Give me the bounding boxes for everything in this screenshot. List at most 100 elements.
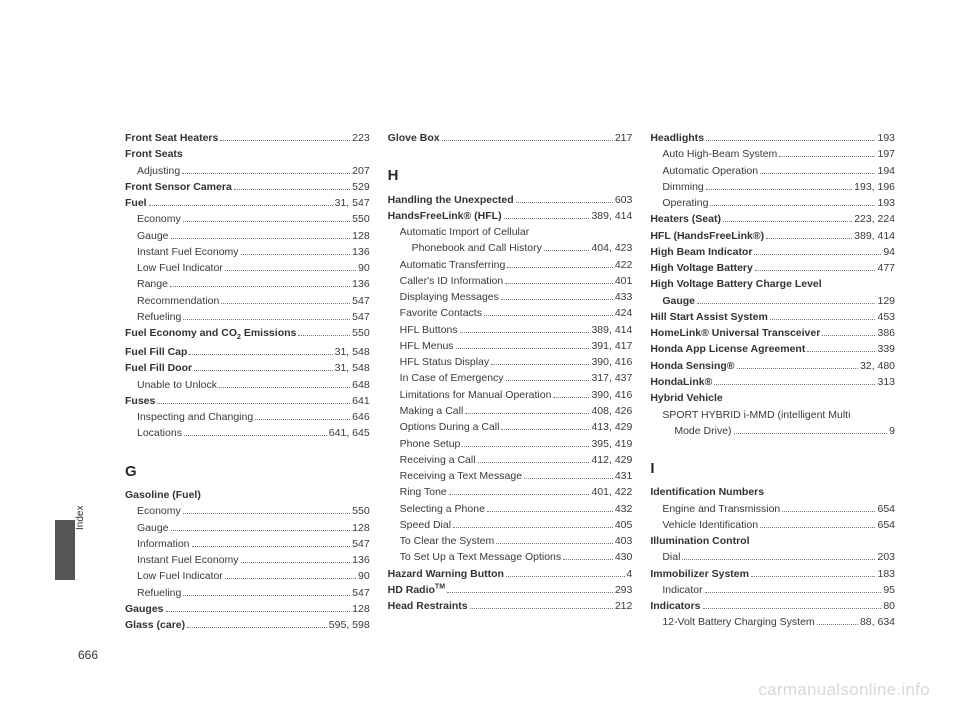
index-entry: Gauge 129	[650, 293, 895, 309]
index-entry: Auto High-Beam System 197	[650, 146, 895, 162]
entry-label: Auto High-Beam System	[662, 146, 777, 162]
index-entry: Making a Call 408, 426	[388, 403, 633, 419]
leader-dots	[703, 608, 882, 609]
entry-page: 183	[877, 566, 895, 582]
entry-label: Hill Start Assist System	[650, 309, 768, 325]
leader-dots	[462, 446, 589, 447]
entry-page: 203	[877, 549, 895, 565]
entry-page: 547	[352, 536, 370, 552]
column-1: Front Seat Heaters 223Front SeatsAdjusti…	[125, 130, 370, 633]
index-entry: HD RadioTM 293	[388, 582, 633, 598]
leader-dots	[766, 238, 852, 239]
index-entry: Receiving a Call 412, 429	[388, 452, 633, 468]
entry-label: Glass (care)	[125, 617, 185, 633]
leader-dots	[544, 250, 590, 251]
entry-label: 12-Volt Battery Charging System	[662, 614, 814, 630]
entry-label: Ring Tone	[400, 484, 447, 500]
entry-page: 389, 414	[591, 208, 632, 224]
entry-label: HomeLink® Universal Transceiver	[650, 325, 820, 341]
section-heading: H	[388, 164, 633, 187]
entry-page: 128	[352, 228, 370, 244]
index-entry: Gauge 128	[125, 520, 370, 536]
leader-dots	[710, 205, 875, 206]
entry-page: 223, 224	[854, 211, 895, 227]
index-entry: Ring Tone 401, 422	[388, 484, 633, 500]
index-entry: Engine and Transmission 654	[650, 501, 895, 517]
entry-page: 547	[352, 293, 370, 309]
entry-label: Gasoline (Fuel)	[125, 487, 201, 503]
leader-dots	[298, 335, 350, 336]
index-entry: HondaLink® 313	[650, 374, 895, 390]
entry-label: Refueling	[137, 585, 181, 601]
entry-label: Hazard Warning Button	[388, 566, 504, 582]
index-entry: Hybrid Vehicle	[650, 390, 895, 406]
entry-label: Phone Setup	[400, 436, 461, 452]
column-2: Glove Box 217 H Handling the Unexpected 60…	[388, 130, 633, 633]
entry-label: Fuel Economy and CO2 Emissions	[125, 325, 296, 344]
entry-page: 550	[352, 503, 370, 519]
entry-page: 391, 417	[591, 338, 632, 354]
entry-page: 128	[352, 601, 370, 617]
entry-label: HFL (HandsFreeLink®)	[650, 228, 764, 244]
entry-page: 80	[883, 598, 895, 614]
leader-dots	[501, 299, 613, 300]
entry-page: 193	[877, 130, 895, 146]
entry-page: 395, 419	[591, 436, 632, 452]
index-entry: Economy 550	[125, 503, 370, 519]
entry-page: 193, 196	[854, 179, 895, 195]
leader-dots	[807, 351, 875, 352]
entry-page: 431	[615, 468, 633, 484]
entry-label: Instant Fuel Economy	[137, 552, 239, 568]
leader-dots	[225, 578, 356, 579]
index-entry: 12-Volt Battery Charging System 88, 634	[650, 614, 895, 630]
leader-dots	[506, 576, 625, 577]
entry-label: Heaters (Seat)	[650, 211, 721, 227]
index-entry: Low Fuel Indicator 90	[125, 568, 370, 584]
entry-page: 313	[877, 374, 895, 390]
entry-label: Front Seats	[125, 146, 183, 162]
leader-dots	[705, 592, 882, 593]
entry-label: Glove Box	[388, 130, 440, 146]
index-entry: Glove Box 217	[388, 130, 633, 146]
index-entry: Hazard Warning Button 4	[388, 566, 633, 582]
index-entry: Fuses 641	[125, 393, 370, 409]
leader-dots	[194, 370, 333, 371]
entry-label: HFL Menus	[400, 338, 454, 354]
leader-dots	[706, 189, 852, 190]
entry-page: 401, 422	[591, 484, 632, 500]
index-entry: Options During a Call 413, 429	[388, 419, 633, 435]
entry-label: Front Sensor Camera	[125, 179, 232, 195]
entry-label: Receiving a Call	[400, 452, 476, 468]
entry-page: 389, 414	[854, 228, 895, 244]
section-heading: G	[125, 460, 370, 483]
entry-label: To Set Up a Text Message Options	[400, 549, 561, 565]
entry-page: 88, 634	[860, 614, 895, 630]
entry-page: 641, 645	[329, 425, 370, 441]
entry-page: 128	[352, 520, 370, 536]
leader-dots	[779, 156, 875, 157]
index-entry: Honda App License Agreement 339	[650, 341, 895, 357]
index-entry: Glass (care) 595, 598	[125, 617, 370, 633]
index-entry: Heaters (Seat) 223, 224	[650, 211, 895, 227]
index-entry: Handling the Unexpected 603	[388, 192, 633, 208]
entry-label: Speed Dial	[400, 517, 451, 533]
entry-page: 223	[352, 130, 370, 146]
index-entry: HFL Status Display 390, 416	[388, 354, 633, 370]
leader-dots	[478, 462, 590, 463]
entry-page: 433	[615, 289, 633, 305]
entry-page: 194	[877, 163, 895, 179]
leader-dots	[516, 202, 613, 203]
entry-label: Honda Sensing®	[650, 358, 734, 374]
index-entry: In Case of Emergency 317, 437	[388, 370, 633, 386]
entry-label: Making a Call	[400, 403, 464, 419]
entry-label: SPORT HYBRID i-MMD (intelligent Multi	[662, 407, 850, 423]
entry-label: Selecting a Phone	[400, 501, 485, 517]
index-entry: Headlights 193	[650, 130, 895, 146]
index-entry: Selecting a Phone 432	[388, 501, 633, 517]
index-entry: Mode Drive) 9	[650, 423, 895, 439]
entry-label: High Voltage Battery	[650, 260, 753, 276]
entry-page: 94	[883, 244, 895, 260]
entry-label: Automatic Import of Cellular	[400, 224, 530, 240]
index-entry: Honda Sensing® 32, 480	[650, 358, 895, 374]
entry-label: Indicators	[650, 598, 700, 614]
